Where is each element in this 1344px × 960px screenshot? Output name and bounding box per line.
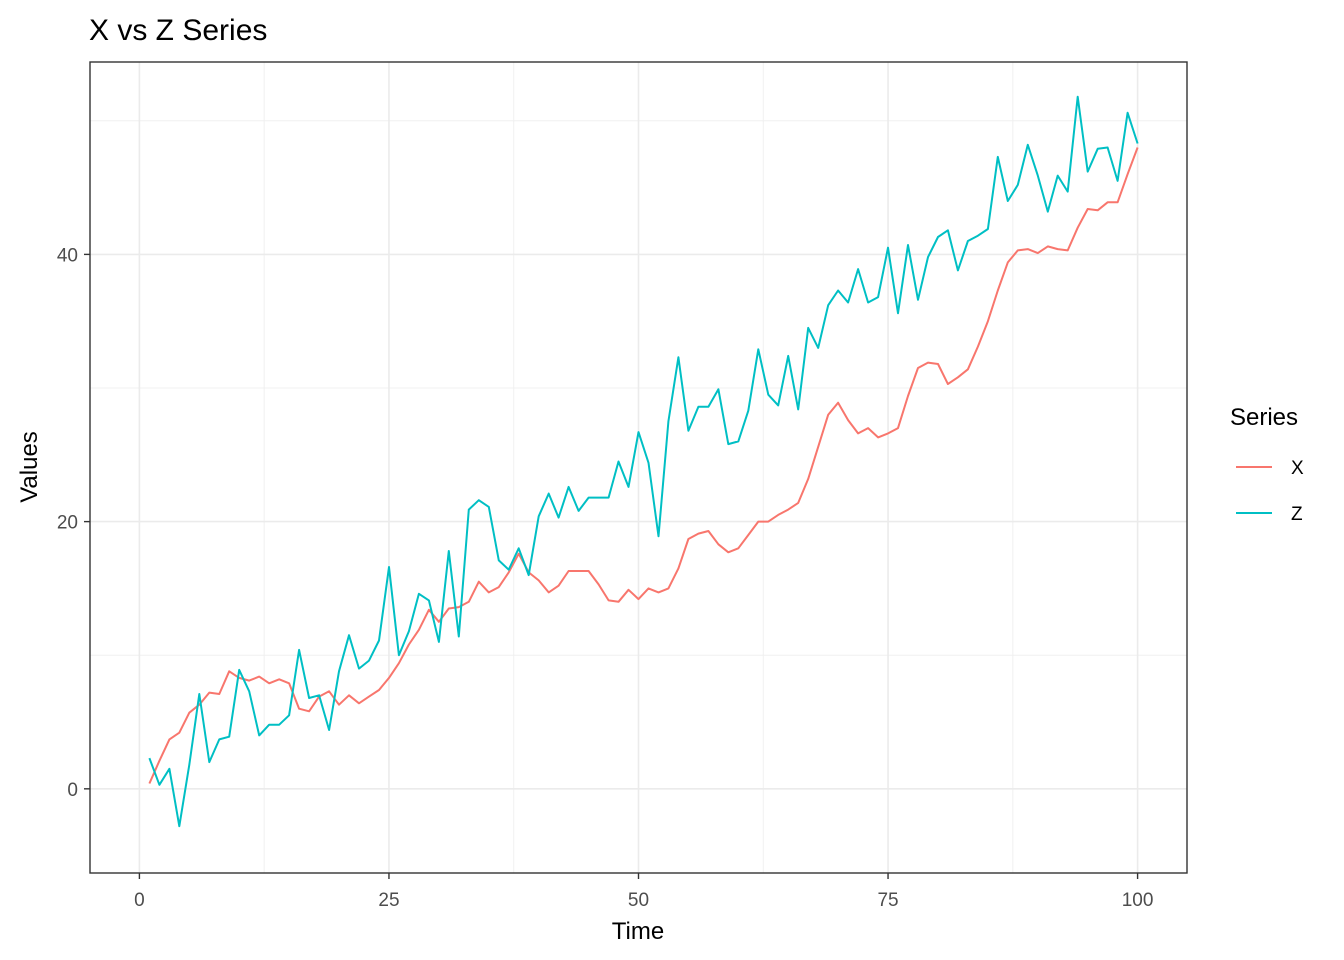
grid-lines [90, 62, 1187, 873]
y-axis-title: Values [16, 431, 43, 503]
x-axis-title: Time [612, 918, 664, 945]
y-tick-label: 40 [57, 245, 78, 266]
legend-label-z: Z [1291, 504, 1303, 525]
y-tick-label: 0 [67, 780, 78, 801]
y-axis: 0 20 40 [57, 245, 90, 801]
x-tick-label: 100 [1122, 890, 1154, 911]
series-line-x [148, 147, 1139, 784]
x-tick-label: 0 [134, 890, 145, 911]
legend-label-x: X [1291, 458, 1304, 479]
legend-title: Series [1230, 404, 1298, 431]
legend: Series X Z [1230, 404, 1304, 525]
chart-title: X vs Z Series [89, 14, 267, 47]
series-lines [148, 95, 1139, 828]
y-tick-label: 20 [57, 513, 78, 534]
x-axis: 0 25 50 75 100 [134, 873, 1153, 911]
x-tick-label: 75 [877, 890, 898, 911]
x-tick-label: 50 [628, 890, 649, 911]
series-line-z [148, 95, 1139, 828]
x-tick-label: 25 [378, 890, 399, 911]
